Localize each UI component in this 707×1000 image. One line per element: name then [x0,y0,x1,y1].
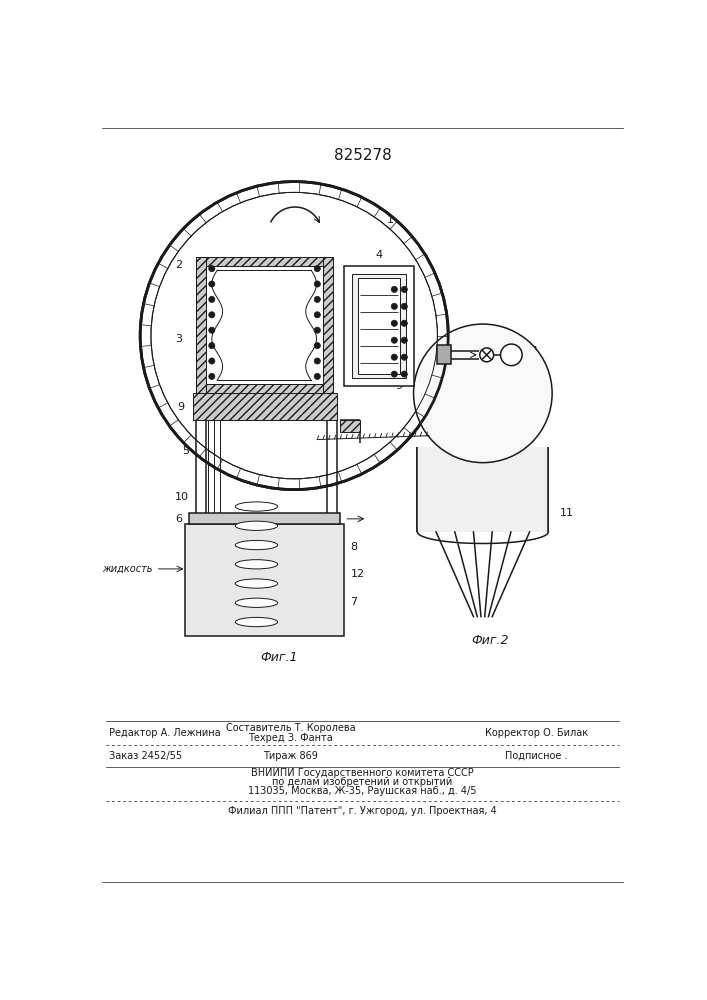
Bar [358,278,399,374]
Text: 3: 3 [175,334,182,344]
Circle shape [314,343,320,349]
Text: Техред З. Фанта: Техред З. Фанта [248,733,333,743]
Text: 9: 9 [177,402,185,412]
Text: Подписное .: Подписное . [506,751,568,761]
Ellipse shape [235,617,278,627]
Text: Составитель Т. Королева: Составитель Т. Королева [226,723,355,733]
Bar [417,447,549,532]
Bar [344,266,414,386]
Circle shape [314,312,320,318]
Bar [324,257,333,393]
Text: 5: 5 [182,446,189,456]
Text: ВНИИПИ Государственного комитета СССР: ВНИИПИ Государственного комитета СССР [250,768,473,778]
Text: 2: 2 [175,260,182,270]
Circle shape [501,344,522,366]
Text: 11: 11 [560,508,574,518]
Text: по делам изобретений и открытий: по делам изобретений и открытий [271,777,452,787]
Text: Тираж 869: Тираж 869 [263,751,317,761]
Ellipse shape [235,598,278,607]
Circle shape [209,343,215,349]
Circle shape [402,303,407,309]
Bar [197,384,333,393]
Circle shape [314,327,320,333]
Circle shape [391,320,397,326]
Bar [437,345,450,364]
Bar [197,257,206,393]
Circle shape [391,354,397,360]
Text: Заказ 2452/55: Заказ 2452/55 [110,751,182,761]
Text: 825278: 825278 [334,148,392,163]
Text: 9: 9 [395,381,402,391]
Circle shape [391,371,397,377]
Circle shape [314,358,320,364]
Bar [340,420,360,432]
Circle shape [151,193,437,478]
Text: 6: 6 [175,514,182,524]
Text: Корректор О. Билак: Корректор О. Билак [485,728,588,738]
Text: 8: 8 [351,542,358,552]
Circle shape [209,327,215,333]
Text: Редактор А. Лежнина: Редактор А. Лежнина [110,728,221,738]
Circle shape [480,348,493,362]
Circle shape [314,373,320,379]
Circle shape [314,266,320,272]
Circle shape [314,296,320,302]
Circle shape [402,354,407,360]
Bar [189,513,340,524]
Circle shape [209,296,215,302]
Circle shape [209,358,215,364]
Text: 14: 14 [525,346,539,356]
Bar [197,257,333,266]
Circle shape [209,281,215,287]
Circle shape [402,337,407,343]
Circle shape [209,373,215,379]
Text: Фиг.1: Фиг.1 [261,651,298,664]
Text: 4: 4 [375,250,382,260]
Circle shape [209,312,215,318]
Text: 10: 10 [175,492,189,502]
Bar [192,393,337,420]
Bar [185,524,344,636]
Circle shape [402,286,407,292]
Text: 12: 12 [351,569,365,579]
Text: Филиал ППП "Патент", г. Ужгород, ул. Проектная, 4: Филиал ППП "Патент", г. Ужгород, ул. Про… [228,806,496,816]
Circle shape [402,371,407,377]
Circle shape [391,303,397,309]
Text: газ: газ [452,333,468,343]
Ellipse shape [235,579,278,588]
Circle shape [209,266,215,272]
Circle shape [414,324,552,463]
Text: 113035, Москва, Ж-35, Раушская наб., д. 4/5: 113035, Москва, Ж-35, Раушская наб., д. … [247,786,477,796]
Circle shape [391,286,397,292]
Text: Фиг.2: Фиг.2 [472,634,509,647]
Circle shape [314,281,320,287]
Ellipse shape [235,521,278,530]
Circle shape [402,320,407,326]
Circle shape [391,337,397,343]
Bar [352,274,406,378]
Ellipse shape [235,502,278,511]
Text: 1: 1 [387,215,394,225]
Ellipse shape [235,560,278,569]
Text: 13: 13 [437,438,450,448]
Text: жидкость: жидкость [102,564,153,574]
Bar [206,266,324,384]
Ellipse shape [235,540,278,550]
Text: 7: 7 [351,597,358,607]
